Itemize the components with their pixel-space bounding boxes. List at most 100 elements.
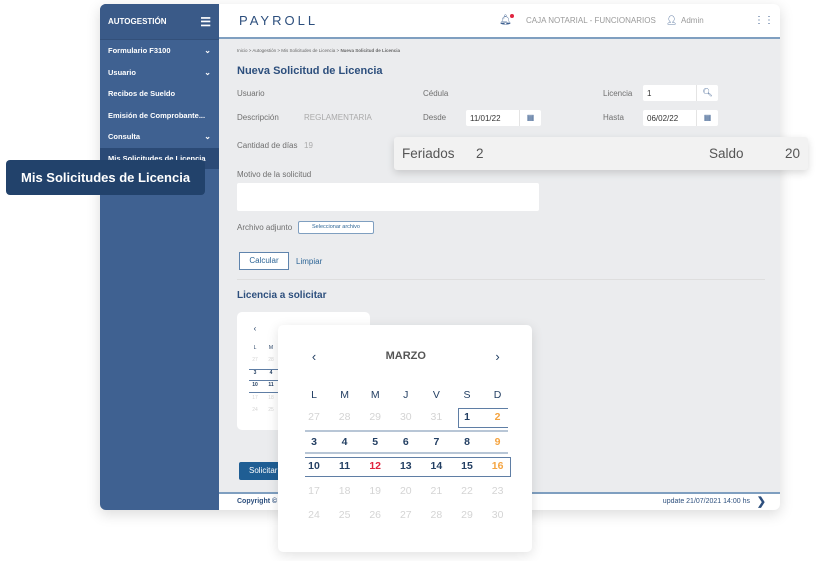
weekday-label: M [370, 389, 380, 401]
sidebar-item-label: Formulario F3100 [108, 46, 171, 56]
week-highlight [458, 408, 508, 428]
calendar-day[interactable]: 4 [269, 369, 273, 376]
sidebar-item-label: Recibos de Sueldo [108, 89, 176, 99]
descripcion-value: REGLAMENTARIA [304, 113, 372, 122]
licencia-value: 1 [647, 89, 652, 98]
sidebar-item[interactable]: Emisión de Comprobante... [100, 105, 219, 127]
chevron-down-icon: ⌄ [204, 132, 211, 142]
feriados-value: 2 [476, 146, 484, 161]
calcular-button[interactable]: Calcular [239, 252, 289, 270]
breadcrumb-current: Nueva Solicitud de Licencia [340, 48, 400, 53]
calendar-day[interactable]: 3 [311, 435, 317, 448]
sidebar-title: AUTOGESTIÓN [108, 17, 167, 26]
calendar-day[interactable]: 31 [430, 411, 443, 423]
calendar-day[interactable]: 13 [399, 460, 412, 472]
calendar-day[interactable]: 1 [464, 411, 470, 423]
calendar-day[interactable]: 16 [491, 460, 504, 472]
calendar-day[interactable]: 24 [252, 407, 258, 413]
weekday-label: M [340, 389, 349, 401]
breadcrumb: Inicio > Autogestión > Mis Solicitudes d… [237, 48, 400, 53]
apps-grid-icon[interactable]: ⋮⋮ [754, 15, 774, 26]
select-file-button[interactable]: Seleccionar archivo [298, 221, 374, 234]
calendar-day[interactable]: 27 [308, 411, 320, 423]
sidebar-item-label: Emisión de Comprobante... [108, 110, 206, 120]
calendar-day[interactable]: 30 [491, 509, 504, 521]
next-month-icon[interactable]: › [495, 349, 500, 364]
cantidad-value: 19 [304, 141, 313, 150]
calendar-day[interactable]: 4 [341, 435, 348, 448]
calendar-day[interactable]: 27 [252, 357, 258, 363]
calendar-day[interactable]: 25 [338, 509, 351, 521]
update-timestamp: update 21/07/2021 14:00 hs [662, 498, 750, 505]
desde-input[interactable]: 11/01/22 ▦ [466, 110, 541, 126]
calendar-day[interactable]: 8 [464, 435, 470, 448]
user-menu[interactable]: Admin [681, 16, 704, 25]
calendar-day[interactable]: 15 [461, 460, 473, 472]
week-highlight [305, 457, 511, 477]
calendar-day[interactable]: 9 [494, 435, 501, 448]
calendar-day[interactable]: 25 [268, 407, 274, 413]
calendar-day[interactable]: 7 [433, 435, 440, 448]
weekday-label: V [432, 389, 440, 401]
calendar-day[interactable]: 12 [369, 460, 382, 472]
calendar-day[interactable]: 10 [252, 382, 258, 388]
calendar-day[interactable]: 2 [494, 411, 501, 423]
hamburger-icon[interactable]: ☰ [200, 14, 211, 29]
calendar-day[interactable]: 28 [338, 411, 351, 423]
sidebar-item[interactable]: Recibos de Sueldo [100, 83, 219, 105]
weekday-label: L [253, 345, 257, 351]
feriados-label: Feriados [402, 146, 455, 161]
weekday-label: J [403, 389, 409, 401]
calendar-icon[interactable]: ▦ [519, 110, 541, 126]
sidebar-item-label: Usuario [108, 67, 136, 77]
calendar-day[interactable]: 5 [372, 435, 379, 448]
calendar-day[interactable]: 27 [399, 509, 412, 521]
hasta-value: 06/02/22 [647, 114, 679, 123]
calendar-icon[interactable]: ▦ [696, 110, 718, 126]
calendar-day[interactable]: 22 [461, 484, 473, 497]
hasta-input[interactable]: 06/02/22 ▦ [643, 110, 718, 126]
calendar-day[interactable]: 28 [268, 357, 274, 363]
calendar-day[interactable]: 26 [369, 509, 382, 521]
prev-month-icon[interactable]: ‹ [253, 324, 257, 333]
calendar-day[interactable]: 30 [399, 411, 412, 423]
bell-icon[interactable]: 🔔︎ [499, 14, 514, 26]
calendar-day[interactable]: 10 [308, 460, 320, 472]
licencia-input[interactable]: 1 🔍︎ [643, 85, 718, 101]
calendar-day[interactable]: 17 [308, 484, 320, 497]
sidebar-item[interactable]: Consulta ⌄ [100, 126, 219, 148]
motivo-label: Motivo de la solicitud [237, 170, 312, 179]
prev-month-icon[interactable]: ‹ [311, 349, 317, 364]
nav-tooltip: Mis Solicitudes de Licencia [6, 160, 205, 195]
calendar-day[interactable]: 19 [369, 484, 382, 497]
saldo-label: Saldo [709, 146, 744, 161]
calendar-day[interactable]: 3 [253, 369, 257, 376]
search-icon[interactable]: 🔍︎ [696, 85, 718, 101]
calendar-day[interactable]: 24 [308, 509, 320, 521]
calendar-day[interactable]: 29 [369, 411, 382, 423]
week-highlight [305, 430, 508, 454]
calendar-day[interactable]: 11 [339, 460, 351, 472]
calendar-day[interactable]: 14 [430, 460, 443, 472]
calendar-day[interactable]: 18 [268, 394, 274, 401]
calendar-day[interactable]: 20 [399, 484, 412, 497]
chevron-down-icon: ⌄ [204, 46, 211, 56]
calendar-day[interactable]: 17 [252, 394, 258, 401]
calendar-day[interactable]: 21 [430, 484, 443, 497]
calendar-day[interactable]: 18 [338, 484, 351, 497]
calendar-day[interactable]: 11 [268, 382, 274, 388]
calendar-day[interactable]: 29 [461, 509, 473, 521]
calendar-day[interactable]: 28 [430, 509, 443, 521]
sidebar-item[interactable]: Usuario ⌄ [100, 62, 219, 84]
divider [237, 279, 765, 280]
app-window: AUTOGESTIÓN ☰ Formulario F3100 ⌄ Usuario ⌄ Re… [100, 4, 780, 510]
desde-label: Desde [423, 113, 447, 122]
sidebar-item[interactable]: Formulario F3100 ⌄ [100, 40, 219, 62]
desde-value: 11/01/22 [470, 114, 501, 123]
calendar-day[interactable]: 23 [491, 484, 504, 497]
header: PAYROLL 🔔︎ CAJA NOTARIAL - FUNCIONARIOS … [219, 4, 780, 39]
breadcrumb-link[interactable]: Inicio > Autogestión > Mis Solicitudes d… [237, 48, 341, 53]
limpiar-button[interactable]: Limpiar [296, 257, 323, 266]
motivo-textarea[interactable] [237, 183, 539, 211]
calendar-day[interactable]: 6 [402, 435, 409, 448]
